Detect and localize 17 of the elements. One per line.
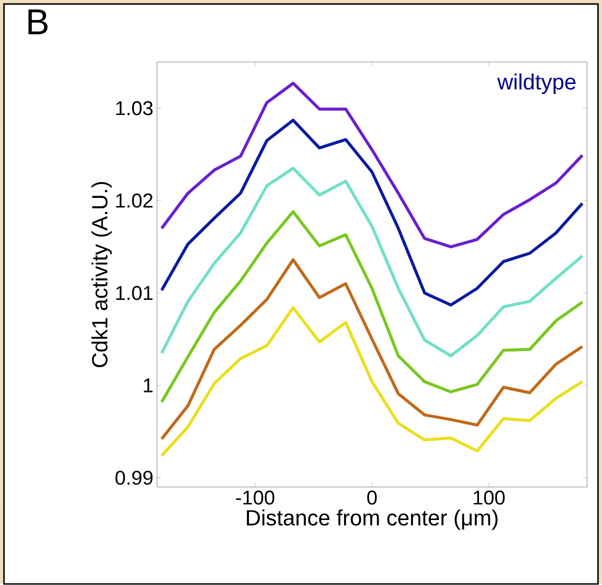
- line-series: [160, 166, 584, 358]
- y-tick-label: 1.01: [116, 286, 153, 300]
- y-tick-label: 1.02: [116, 194, 152, 208]
- line-series: [160, 210, 584, 404]
- text: B: [28, 10, 48, 34]
- x-tick-label: -100: [236, 490, 274, 505]
- x-tick-label: 100: [474, 490, 505, 505]
- x-axis-title: Distance from center (μm): [246, 510, 498, 530]
- y-axis-title: Cdk1 activity (A.U.): [91, 182, 112, 368]
- line-series: [160, 258, 584, 441]
- y-tick-label: 0.99: [115, 470, 153, 485]
- line-series: [160, 118, 584, 307]
- x-tick-label: 0: [367, 490, 377, 505]
- y-tick-label: 1.03: [116, 101, 153, 116]
- annotation: wildtype: [497, 74, 576, 94]
- y-tick-label: 1: [144, 378, 153, 392]
- line-series: [160, 306, 584, 458]
